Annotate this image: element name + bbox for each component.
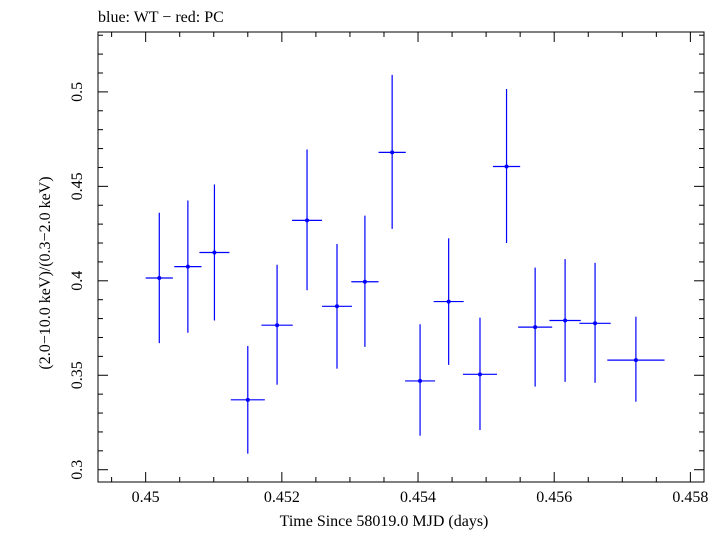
data-marker <box>362 279 367 284</box>
chart-title: blue: WT − red: PC <box>98 9 224 26</box>
data-marker <box>504 164 509 169</box>
data-point <box>292 149 323 291</box>
data-marker <box>305 218 310 223</box>
data-marker <box>334 304 339 309</box>
data-point <box>492 89 521 244</box>
data-series-layer <box>145 74 665 454</box>
x-tick-label: 0.452 <box>264 489 300 506</box>
data-marker <box>593 321 598 326</box>
data-marker <box>390 150 395 155</box>
data-point <box>405 324 436 436</box>
data-point <box>579 262 611 383</box>
y-axis-label: (2.0−10.0 keV)/(0.3−2.0 keV) <box>37 176 54 369</box>
data-point <box>607 316 665 402</box>
data-marker <box>157 275 162 280</box>
x-tick-label: 0.454 <box>400 489 436 506</box>
y-axis-ticks: 0.3 0.35 0.4 0.45 0.5 <box>69 34 704 480</box>
data-marker <box>418 378 423 383</box>
data-marker <box>275 323 280 328</box>
data-marker <box>563 318 568 323</box>
data-point <box>322 243 352 369</box>
data-point <box>433 238 464 365</box>
data-point <box>199 184 230 321</box>
x-tick-label: 0.45 <box>132 489 160 506</box>
y-tick-label: 0.4 <box>69 271 86 291</box>
data-point <box>261 264 293 385</box>
x-tick-label: 0.458 <box>672 489 708 506</box>
data-marker <box>446 299 451 304</box>
data-point <box>351 215 379 347</box>
x-axis-label: Time Since 58019.0 MJD (days) <box>280 513 489 530</box>
x-axis-ticks: 0.45 0.452 0.454 0.456 0.458 <box>111 32 708 506</box>
data-point <box>378 74 406 229</box>
y-tick-label: 0.35 <box>69 361 86 389</box>
data-point <box>145 212 173 344</box>
data-marker <box>633 358 638 363</box>
data-point <box>462 317 498 431</box>
data-point <box>549 259 581 382</box>
y-tick-label: 0.45 <box>69 172 86 200</box>
y-tick-label: 0.5 <box>69 82 86 102</box>
data-point <box>230 345 265 454</box>
x-tick-label: 0.456 <box>536 489 572 506</box>
data-marker <box>185 264 190 269</box>
data-marker <box>477 372 482 377</box>
data-marker <box>212 250 217 255</box>
y-tick-label: 0.3 <box>69 460 86 480</box>
data-point <box>174 200 202 333</box>
data-marker <box>533 325 538 330</box>
plot-frame <box>97 31 705 483</box>
data-marker <box>245 397 250 402</box>
data-point <box>518 267 553 387</box>
